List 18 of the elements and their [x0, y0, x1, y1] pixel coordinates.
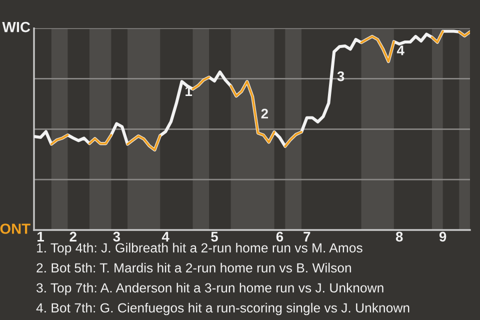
x-tick-label: 3: [113, 232, 120, 242]
annotation: 2: [261, 108, 268, 118]
x-tick-label: 1: [38, 232, 44, 242]
text: 1. Top 4th: J. Gilbreath hit a 2-run home run vs M. Amos: [37, 242, 362, 256]
text: 3. Top 7th: A. Anderson hit a 3-run home run vs J. Unknown: [36, 282, 384, 296]
x-tick-label: 8: [396, 232, 403, 242]
x-tick-label: 2: [70, 232, 76, 242]
text: 2. Bot 5th: T. Mardis hit a 2-run home run vs B. Wilson: [36, 262, 351, 273]
x-tick-label: 4: [162, 232, 170, 242]
annotation: 4: [396, 46, 404, 56]
text: ONT: [0, 224, 30, 234]
x-tick-label: 9: [439, 232, 446, 242]
text: 4. Bot 7th: G. Cienfuegos hit a run-scoring single vs J. Unknown: [36, 302, 410, 316]
x-tick-label: 5: [211, 232, 218, 242]
text: WIC: [2, 22, 30, 32]
x-tick-label: 7: [304, 232, 310, 242]
annotation: 3: [337, 71, 344, 82]
x-tick-label: 6: [276, 232, 284, 242]
